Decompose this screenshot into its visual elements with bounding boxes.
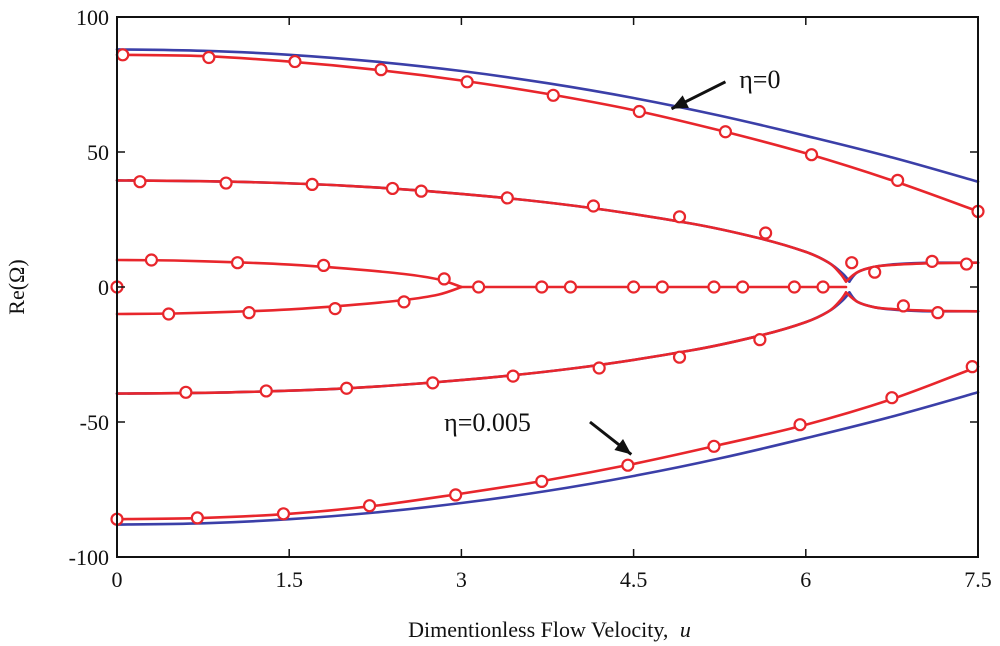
series-eta005-branch-2 (115, 179, 848, 283)
data-point-eta005-32 (707, 280, 721, 294)
data-point-eta005-3 (374, 63, 388, 77)
data-point-eta005-42 (896, 299, 910, 313)
data-point-eta005-8 (804, 148, 819, 162)
data-point-eta005-11 (133, 175, 147, 189)
data-point-eta005-12 (219, 176, 233, 190)
data-point-eta005-5 (546, 88, 560, 102)
data-point-eta005-56 (449, 488, 463, 502)
data-point-eta005-30 (626, 280, 641, 294)
data-point-eta005-31 (655, 280, 669, 294)
data-point-eta005-47 (426, 376, 440, 390)
x-axis-label-var: u (680, 617, 691, 642)
ticks-layer: 0 1.5 3 4.5 6 7.5 -100 -50 0 50 100 (69, 5, 992, 592)
y-axis-label: Re(Ω) (4, 259, 29, 314)
x-tick-label-4: 6 (800, 567, 811, 592)
data-point-eta005-39 (242, 306, 256, 320)
annotations-layer: η=0 η=0.005 (444, 65, 780, 456)
x-axis-label-text: Dimentionless Flow Velocity, (408, 617, 668, 642)
data-point-eta005-19 (759, 226, 773, 240)
series-eta0-branch-0 (115, 48, 980, 183)
series-eta0-branch-5 (848, 291, 980, 313)
data-point-eta005-13 (305, 177, 319, 191)
data-point-eta005-62 (965, 360, 979, 374)
data-point-eta005-20 (845, 256, 859, 270)
series-eta005-branch-4 (115, 258, 463, 289)
data-point-eta005-45 (259, 384, 273, 398)
data-point-eta005-55 (362, 499, 377, 513)
data-point-eta005-1 (202, 50, 216, 65)
x-tick-label-3: 4.5 (620, 567, 648, 592)
series-eta005-branch-8 (844, 291, 980, 313)
data-point-eta005-36 (925, 254, 939, 268)
y-tick-label-1: -50 (80, 410, 109, 435)
data-point-eta005-22 (230, 256, 245, 270)
data-point-eta005-37 (959, 257, 974, 271)
x-tick-label-0: 0 (112, 567, 123, 592)
annotation-arrowhead-0 (671, 95, 689, 109)
data-point-eta005-0 (116, 48, 130, 62)
data-point-eta005-60 (793, 418, 807, 432)
annotation-label-1: η=0.005 (444, 408, 531, 437)
data-point-eta005-6 (632, 104, 646, 119)
data-point-eta005-33 (736, 280, 750, 294)
y-tick-label-4: 100 (76, 5, 109, 30)
annotation-arrowhead-1 (614, 439, 632, 455)
data-point-eta005-61 (885, 391, 899, 405)
data-point-eta005-14 (385, 181, 400, 196)
data-point-eta005-43 (931, 306, 945, 320)
data-point-eta005-29 (563, 280, 578, 294)
data-point-eta005-23 (317, 258, 331, 272)
x-tick-label-5: 7.5 (964, 567, 992, 592)
series-eta005-branch-3 (115, 291, 848, 395)
annotation-label-0: η=0 (739, 65, 780, 94)
data-point-eta005-54 (276, 507, 291, 521)
markers-layer (110, 48, 985, 526)
series-eta005-branch-1 (115, 365, 980, 521)
data-point-eta005-34 (787, 280, 801, 294)
y-tick-label-0: -100 (69, 545, 109, 570)
data-point-eta005-53 (190, 511, 204, 525)
data-point-eta005-48 (506, 369, 520, 383)
series-eta005-branch-7 (844, 261, 980, 283)
data-point-eta005-15 (414, 184, 428, 198)
series-eta005-branch-5 (115, 285, 463, 316)
series-eta005-branch-0 (115, 53, 980, 213)
data-point-eta005-21 (144, 253, 159, 267)
data-point-eta005-57 (535, 474, 549, 488)
data-point-eta005-28 (535, 280, 549, 294)
data-point-eta005-51 (753, 333, 767, 347)
data-point-eta005-49 (592, 361, 606, 375)
data-point-eta005-17 (586, 199, 601, 213)
data-point-eta005-25 (868, 265, 882, 279)
x-tick-label-1: 1.5 (275, 567, 303, 592)
y-tick-label-2: 0 (98, 275, 109, 300)
x-tick-label-2: 3 (456, 567, 467, 592)
data-point-eta005-27 (472, 280, 486, 294)
data-point-eta005-46 (340, 381, 354, 395)
data-point-eta005-24 (437, 272, 451, 286)
data-point-eta005-44 (179, 385, 193, 399)
data-point-eta005-9 (891, 173, 905, 187)
series-eta0-branch-1 (115, 391, 980, 526)
data-point-eta005-2 (288, 54, 302, 69)
x-axis-label: Dimentionless Flow Velocity, u (408, 617, 691, 642)
data-point-eta005-7 (718, 125, 733, 139)
data-point-eta005-58 (621, 458, 635, 472)
data-point-eta005-38 (162, 307, 176, 321)
y-tick-label-3: 50 (87, 140, 109, 165)
data-point-eta005-50 (672, 350, 687, 364)
data-point-eta005-18 (672, 210, 687, 224)
data-point-eta005-40 (328, 302, 342, 316)
data-point-eta005-16 (500, 191, 514, 205)
data-point-eta005-4 (460, 75, 474, 89)
data-point-eta005-41 (397, 295, 411, 309)
data-point-eta005-35 (816, 280, 830, 294)
data-point-eta005-59 (707, 439, 721, 453)
